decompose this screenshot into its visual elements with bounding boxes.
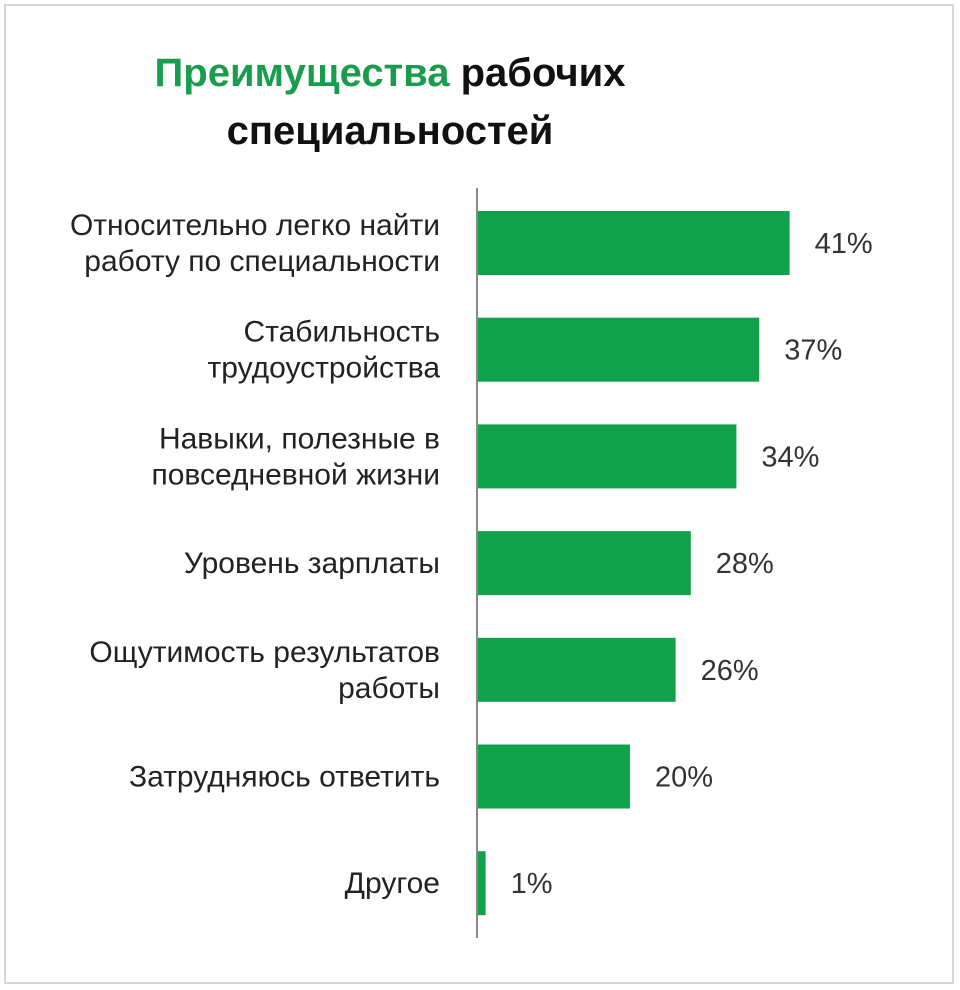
category-label-3-line-2: повседневной жизни xyxy=(151,458,440,491)
bar-5 xyxy=(478,637,676,702)
value-label-5: 26% xyxy=(701,655,759,687)
value-label-1: 41% xyxy=(815,228,873,260)
category-label-6-line-1: Затрудняюсь ответить xyxy=(129,761,440,794)
bar-2 xyxy=(478,317,760,382)
bar-4 xyxy=(478,531,691,596)
title-text-1: рабочих xyxy=(449,51,626,95)
category-label-7-line-1: Другое xyxy=(345,867,440,900)
category-label-5-line-1: Ощутимость результатов xyxy=(89,636,440,669)
title-text-2: специальностей xyxy=(226,109,554,153)
category-label-3-line-1: Навыки, полезные в xyxy=(159,422,440,455)
category-label-1-line-2: работу по специальности xyxy=(84,245,440,278)
category-label-2-line-1: Стабильность xyxy=(244,316,440,349)
title-accent-text: Преимущества xyxy=(154,51,450,95)
bar-3 xyxy=(478,424,737,489)
bar-1 xyxy=(478,211,790,275)
value-label-2: 37% xyxy=(784,335,842,367)
value-label-6: 20% xyxy=(655,762,713,794)
chart-frame xyxy=(4,4,954,984)
value-label-7: 1% xyxy=(511,868,553,900)
chart-title: Преимущества рабочих специальностей xyxy=(0,44,780,160)
bar-7 xyxy=(478,851,486,916)
category-label-4-line-1: Уровень зарплаты xyxy=(184,547,440,580)
category-label-5-line-2: работы xyxy=(338,672,440,705)
value-labels: 41% 37% 34% 28% 26% 20% 1% xyxy=(511,228,873,900)
category-label-1-line-1: Относительно легко найти xyxy=(70,209,440,242)
value-label-3: 34% xyxy=(761,441,819,473)
category-label-2-line-2: трудоустройства xyxy=(208,352,441,385)
bars-group xyxy=(478,211,790,916)
value-label-4: 28% xyxy=(716,548,774,580)
bar-6 xyxy=(478,744,630,809)
